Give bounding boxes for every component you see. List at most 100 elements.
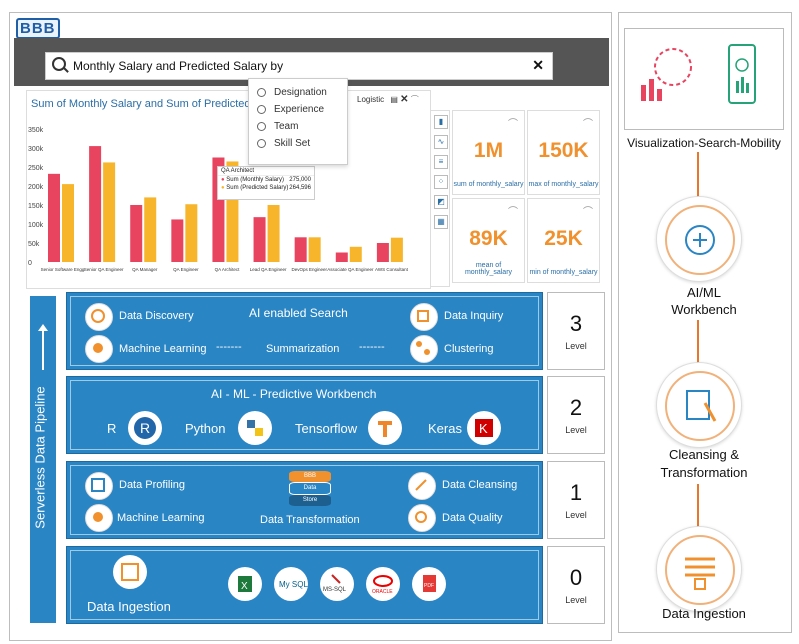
- level-3-band: AI enabled Search Data Discovery Data In…: [66, 292, 543, 370]
- pipeline-label: Serverless Data Pipeline: [32, 386, 48, 529]
- bar-monthly[interactable]: [130, 205, 143, 262]
- search-icon: [257, 87, 266, 97]
- bar-predicted[interactable]: [185, 204, 198, 262]
- suggestion-team[interactable]: Team: [257, 121, 298, 132]
- store-layer: BBB: [289, 471, 331, 482]
- discovery-icon: [85, 303, 113, 331]
- item-label: Data Profiling: [119, 479, 186, 491]
- bar-monthly[interactable]: [294, 237, 307, 262]
- item-label: Data Quality: [442, 512, 503, 524]
- item-label: Machine Learning: [119, 343, 207, 355]
- cleansing-icon: [408, 472, 436, 500]
- connector-line: [697, 320, 699, 364]
- svg-text:R: R: [140, 420, 150, 436]
- machine-learning-icon: [85, 335, 113, 363]
- kpi-value: 89K: [469, 227, 508, 250]
- level-1-box: 1 Level: [547, 461, 605, 539]
- suggestion-experience[interactable]: Experience: [257, 104, 324, 115]
- bar-monthly[interactable]: [48, 173, 60, 262]
- bars: [48, 146, 403, 262]
- tooltip-row: ● Sum (Predicted Salary) 264,596: [218, 184, 314, 192]
- bar-monthly[interactable]: [376, 243, 389, 262]
- x-tick-label: Senior Software Engg: [41, 267, 85, 272]
- band-title: AI - ML - Predictive Workbench: [211, 387, 377, 401]
- legend-dot-monthly: ●: [221, 177, 225, 183]
- suggestion-designation[interactable]: Designation: [257, 87, 327, 98]
- level-number: 2: [569, 395, 583, 420]
- band-border: [70, 550, 539, 620]
- store-layer: Store: [289, 495, 331, 506]
- bar-predicted[interactable]: [308, 237, 321, 262]
- x-tick-label: QA Engineer: [173, 267, 199, 272]
- bar-predicted[interactable]: [103, 162, 116, 262]
- right-label: Cleansing & Transformation: [660, 447, 748, 480]
- kpi-label: sum of monthly_salary: [453, 181, 524, 188]
- chart-title: Sum of Monthly Salary and Sum of Predict…: [31, 98, 270, 110]
- bar-predicted[interactable]: [349, 246, 362, 262]
- paperclip-icon[interactable]: ⌒: [583, 119, 593, 130]
- ingestion-icon: [113, 555, 147, 589]
- map-icon[interactable]: ◩: [434, 195, 448, 209]
- cleansing-node: [656, 362, 742, 448]
- x-tick-label: QA Manager: [132, 267, 158, 272]
- right-label: Data Ingestion: [662, 606, 746, 621]
- suggestion-label: Experience: [274, 104, 325, 115]
- visualization-icon: [641, 48, 692, 101]
- level-word: Level: [565, 595, 587, 605]
- suggestion-skill-set[interactable]: Skill Set: [257, 138, 310, 149]
- hbar-chart-icon[interactable]: ≡: [434, 155, 448, 169]
- clear-search-icon[interactable]: ✕: [532, 57, 544, 73]
- item-label: Data Discovery: [119, 310, 194, 322]
- bar-predicted[interactable]: [390, 237, 403, 262]
- paperclip-icon[interactable]: ⌒: [508, 119, 518, 130]
- y-tick-label: 0: [28, 260, 32, 267]
- paperclip-icon[interactable]: ⌒: [508, 207, 518, 218]
- band-title: Data Ingestion: [87, 599, 171, 614]
- kpi-value: 150K: [538, 139, 589, 162]
- tooltip-value: 275,000: [289, 177, 311, 183]
- tooltip-label: Sum (Monthly Salary): [226, 177, 284, 183]
- mssql-icon: MS-SQL: [320, 567, 354, 601]
- tooltip-value: 264,596: [289, 185, 311, 191]
- search-input[interactable]: Monthly Salary and Predicted Salary by ✕: [45, 52, 553, 80]
- y-tick-label: 200k: [28, 184, 44, 191]
- bar-predicted[interactable]: [144, 197, 157, 262]
- y-tick-label: 100k: [28, 222, 44, 229]
- machine-learning-icon: [85, 504, 113, 532]
- level-2-box: 2 Level: [547, 376, 605, 454]
- quality-icon: [408, 504, 436, 532]
- legend-dot-predicted: ●: [221, 185, 225, 191]
- data-store-icon: BBB Data Store: [289, 471, 331, 506]
- y-tick-label: 350k: [28, 127, 44, 134]
- band-border: [70, 296, 539, 366]
- x-tick-label: Lead QA Engineer: [250, 267, 287, 272]
- source-label: ORACLE: [372, 589, 393, 595]
- tooltip-label: Sum (Predicted Salary): [226, 185, 289, 191]
- mysql-icon: My SQL: [274, 567, 308, 601]
- ingestion-icon: [665, 535, 735, 605]
- search-icon: [257, 104, 266, 114]
- database-icon[interactable]: ▤: [390, 95, 398, 104]
- close-icon[interactable]: ✕: [400, 94, 409, 105]
- level-word: Level: [565, 510, 587, 520]
- scatter-icon[interactable]: ⁘: [434, 175, 448, 189]
- search-icon: [257, 121, 266, 131]
- ingestion-node: [656, 526, 742, 612]
- bar-predicted[interactable]: [267, 205, 280, 262]
- source-label: X: [241, 581, 248, 592]
- band-border: [70, 465, 539, 535]
- paperclip-icon[interactable]: ⌒: [583, 207, 593, 218]
- x-tick-label: Senior QA Engineer: [84, 267, 124, 272]
- bar-monthly[interactable]: [335, 252, 348, 263]
- bar-monthly[interactable]: [171, 219, 184, 262]
- tensorflow-logo-icon: [368, 411, 402, 445]
- paperclip-icon[interactable]: ⌒: [410, 95, 419, 104]
- bar-chart-icon[interactable]: ▮: [434, 115, 448, 129]
- bar-monthly[interactable]: [253, 217, 266, 262]
- band-border: [70, 380, 539, 450]
- line-chart-icon[interactable]: ∿: [434, 135, 448, 149]
- table-icon[interactable]: ▦: [434, 215, 448, 229]
- brain-icon: [665, 205, 735, 275]
- bar-monthly[interactable]: [89, 146, 102, 262]
- bar-predicted[interactable]: [62, 184, 74, 262]
